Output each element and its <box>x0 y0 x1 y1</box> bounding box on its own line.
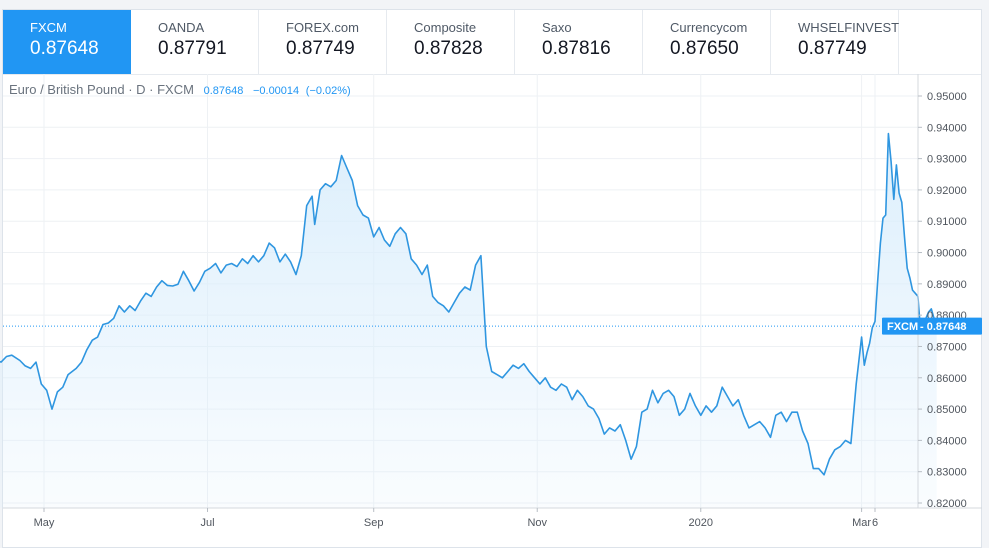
legend-change: −0.00014 <box>252 85 300 97</box>
tab-price: 0.87791 <box>158 38 227 59</box>
time-axis-label: Sep <box>364 517 384 529</box>
broker-tabs: FXCM 0.87648 OANDA 0.87791 FOREX.com 0.8… <box>3 10 981 75</box>
tab-name: Saxo <box>542 20 572 35</box>
tab-fxcm[interactable]: FXCM 0.87648 <box>3 10 131 74</box>
tab-name: WHSELFINVEST <box>798 20 900 35</box>
price-axis-label: 0.86000 <box>927 373 967 385</box>
tab-name: Composite <box>414 20 477 35</box>
price-axis-label: 0.90000 <box>927 248 967 260</box>
symbol-description: Euro / British Pound · D · FXCM <box>9 82 194 97</box>
tab-forex-com[interactable]: FOREX.com 0.87749 <box>259 10 387 74</box>
price-axis-label: 0.85000 <box>927 404 967 416</box>
price-axis-label: 0.91000 <box>927 216 967 228</box>
tab-price: 0.87650 <box>670 38 739 59</box>
tab-name: Currencycom <box>670 20 748 35</box>
price-axis-label: 0.94000 <box>927 122 967 134</box>
tab-price: 0.87648 <box>30 38 99 59</box>
price-badge-label: FXCM <box>887 321 918 333</box>
tab-price: 0.87749 <box>286 38 355 59</box>
tab-composite[interactable]: Composite 0.87828 <box>387 10 515 74</box>
tab-price: 0.87816 <box>542 38 611 59</box>
price-axis-label: 0.87000 <box>927 341 967 353</box>
time-axis-label: Jul <box>200 517 214 529</box>
price-axis-label: 0.84000 <box>927 435 967 447</box>
legend-last-price: 0.87648 <box>203 85 244 97</box>
price-axis-label: 0.89000 <box>927 279 967 291</box>
time-axis-label: 2020 <box>689 517 713 529</box>
tab-price: 0.87828 <box>414 38 483 59</box>
tab-saxo[interactable]: Saxo 0.87816 <box>515 10 643 74</box>
tab-currencycom[interactable]: Currencycom 0.87650 <box>643 10 771 74</box>
price-badge <box>882 317 982 335</box>
tab-name: FXCM <box>30 20 67 35</box>
price-axis-label: 0.83000 <box>927 467 967 479</box>
price-area-fill <box>0 133 937 508</box>
tab-name: OANDA <box>158 20 205 35</box>
tab-whselfinvest[interactable]: WHSELFINVEST 0.87749 <box>771 10 899 74</box>
price-line <box>0 132 938 476</box>
legend-change-percent: (−0.02%) <box>305 85 351 97</box>
time-axis-label: 6 <box>872 517 878 529</box>
price-axis-label: 0.82000 <box>927 498 967 510</box>
time-axis-label: May <box>34 517 55 529</box>
price-axis-label: 0.93000 <box>927 154 967 166</box>
price-axis-label: 0.95000 <box>927 91 967 103</box>
price-badge-value: - 0.87648 <box>920 321 966 333</box>
tab-price: 0.87749 <box>798 38 867 59</box>
time-axis-label: Mar <box>852 517 871 529</box>
chart-legend: Euro / British Pound · D · FXCM 0.87648 … <box>9 82 351 97</box>
tab-oanda[interactable]: OANDA 0.87791 <box>131 10 259 74</box>
price-axis-label: 0.92000 <box>927 185 967 197</box>
tab-name: FOREX.com <box>286 20 359 35</box>
time-axis-label: Nov <box>527 517 547 529</box>
